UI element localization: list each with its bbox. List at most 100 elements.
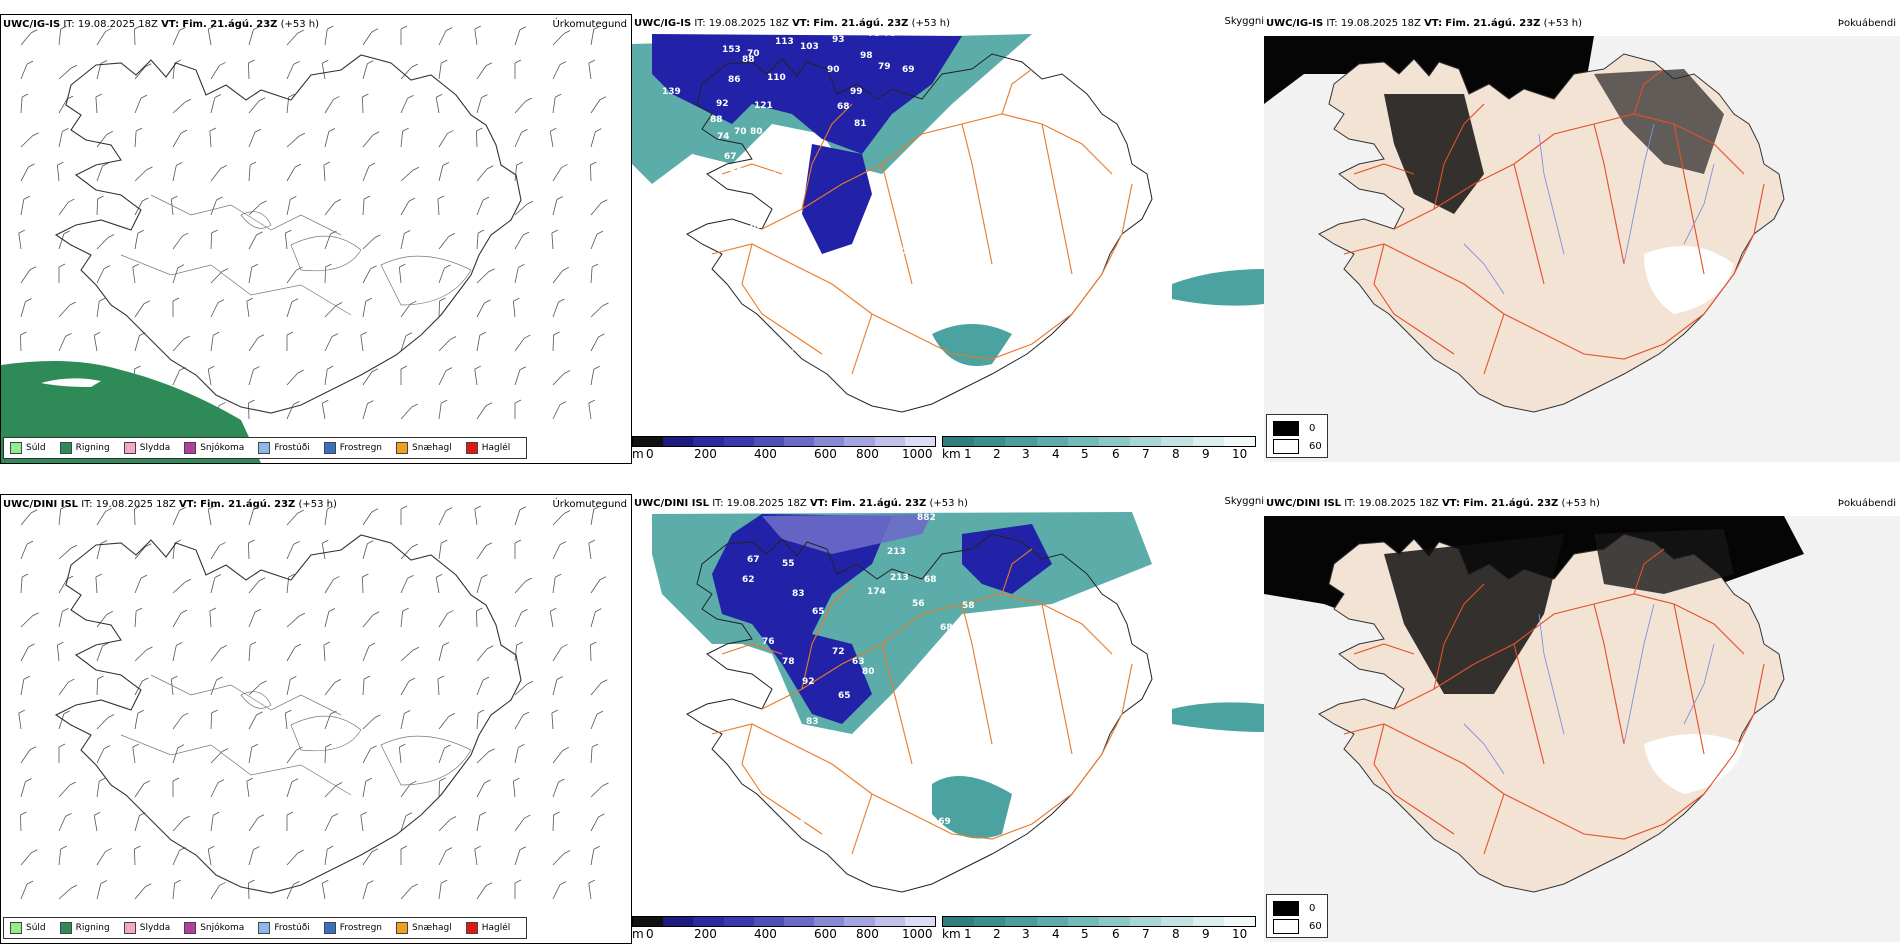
wind-barb-feather [447,610,454,614]
wind-barb-feather [177,744,185,749]
visibility-value-label: 80 [750,127,763,137]
wind-barb-feather [182,232,189,237]
wind-barbs [18,25,609,420]
wind-barb [362,301,367,318]
wind-barb [58,201,69,216]
visibility-value-labels: 882 213 67 55 213 174 68 62 83 58 68 56 65 76 78 72 6380… [742,513,975,847]
wind-barb-feather [102,642,109,647]
wind-barb [514,645,518,662]
wind-barb [134,546,146,560]
road-network [711,68,1133,375]
wind-barb [476,200,484,216]
wind-barb-feather [57,161,64,166]
fog-dark-patch-east [1594,529,1734,594]
wind-barb [362,63,368,80]
wind-barb-feather [18,709,25,714]
visibility-title-row2: Skyggni [1224,496,1264,507]
wind-barb [248,132,256,148]
wind-barb-feather [325,743,332,748]
visibility-value-label: 70 [747,49,760,59]
wind-barb [590,579,601,594]
fog-index-title-row2: Þokuábendi [1837,498,1896,509]
river [1538,613,1565,735]
wind-barb-feather [442,642,450,646]
wind-barb-feather [563,510,571,514]
wind-barb-feather [525,577,532,582]
wind-barb-feather [174,59,181,64]
precip-legend-item: Slydda [123,442,170,454]
wind-barb [590,267,593,284]
wind-barb-feather [297,849,304,854]
wind-barb-feather [410,300,417,305]
wind-barb [400,713,405,730]
fog-legend-row1: 0 60 [1266,414,1328,458]
wind-barb-feather [437,195,445,200]
wind-barb-feather [360,331,367,336]
wind-barb [96,268,105,284]
wind-barb-feather [26,880,34,885]
road [761,593,1113,710]
wind-barb [476,65,487,80]
visibility-value-label: 58 [962,601,975,611]
wind-barb-feather [106,131,114,135]
wind-barb-feather [448,713,456,717]
visibility-title-row1: Skyggni [1224,16,1264,27]
wind-barb-feather [183,815,190,820]
wind-barb-feather [259,97,266,102]
km-tick-4: 4 [1052,447,1060,461]
road [851,793,873,855]
wind-barb-feather [327,845,334,850]
wind-barb [590,509,595,526]
visibility-value-label: 43 [727,347,740,357]
wind-barb [58,578,68,594]
wind-barb-feather [521,609,528,613]
panel-title-vis-row2: UWC/DINI ISL IT: 19.08.2025 18Z VT: Fim.… [634,498,968,509]
wind-barb-feather [217,299,225,303]
visibility-value-label: 68 [837,102,850,112]
wind-barb [476,680,484,696]
wind-barb-feather [556,196,564,200]
wind-barb [248,203,261,216]
wind-barb [362,403,368,420]
visibility-value-label: 92 [802,677,815,687]
wind-barb-feather [595,608,602,612]
wind-barb [286,544,294,560]
wind-barb [362,268,371,284]
fog-map-svg-row1 [1264,36,1900,462]
wind-barb-feather [555,573,562,578]
wind-barb [438,645,444,662]
wind-barb-feather [291,778,299,783]
wind-barb [20,577,23,594]
wind-barb [96,678,98,696]
road [1041,123,1073,275]
wind-barb-feather [216,676,223,681]
wind-barb [286,852,299,866]
wind-barb-feather [518,263,525,268]
visibility-value-label: 68 [924,575,937,585]
wind-barb-feather [29,746,37,751]
wind-barb-feather [297,369,304,374]
wind-barb [132,747,136,764]
wind-barb [134,508,136,526]
wind-barb-feather [290,195,297,200]
precip-type-title-row1: Úrkomutegund [552,19,627,30]
altitude-colorbar [632,916,936,927]
wind-barb-feather [26,60,34,65]
fog-white-area [1644,246,1734,314]
wind-barb-feather [58,743,66,748]
wind-barb [58,67,72,80]
wind-barb-feather [593,25,600,30]
wind-barb-feather [596,710,604,715]
wind-barb [398,267,402,284]
wind-barb [210,65,220,80]
km-tick-5: 5 [1081,927,1089,941]
fog-legend-label-0: 0 [1309,423,1316,434]
km-tick-2: 2 [993,927,1001,941]
wind-barb [210,751,223,764]
wind-barb-feather [441,399,448,404]
wind-barb [324,509,328,526]
wind-barb [362,883,368,900]
wind-barb-feather [551,709,559,714]
wind-barb-feather [513,777,520,782]
